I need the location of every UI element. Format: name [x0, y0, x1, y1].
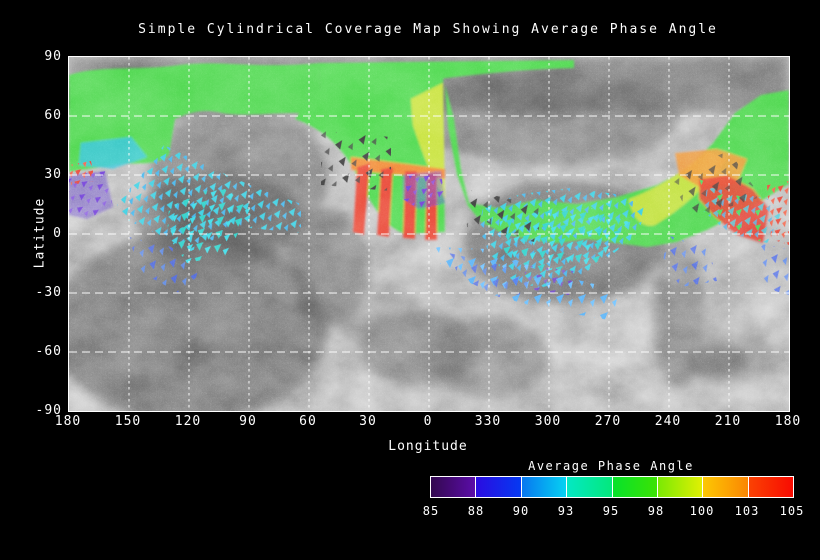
- y-tick-label: -60: [35, 344, 62, 359]
- x-tick-label: 180: [54, 414, 82, 429]
- colorbar-segment: [431, 477, 476, 497]
- x-tick-label: 300: [534, 414, 562, 429]
- colorbar-title: Average Phase Angle: [528, 459, 694, 473]
- colorbar-segment: [748, 477, 793, 497]
- x-tick-label: 210: [714, 414, 742, 429]
- y-tick-label: 30: [44, 167, 62, 182]
- x-tick-label: 180: [774, 414, 802, 429]
- x-tick-label: 60: [299, 414, 317, 429]
- x-tick-label: 270: [594, 414, 622, 429]
- colorbar-tick-label: 95: [602, 504, 620, 518]
- colorbar-tick-label: 93: [557, 504, 575, 518]
- colorbar-segment: [657, 477, 703, 497]
- map-canvas: [69, 57, 789, 411]
- colorbar-segment: [703, 477, 748, 497]
- x-tick-label: 120: [174, 414, 202, 429]
- colorbar-tick-label: 88: [467, 504, 485, 518]
- colorbar-tick-label: 105: [779, 504, 805, 518]
- x-axis-label: Longitude: [388, 439, 468, 454]
- colorbar-segment: [612, 477, 657, 497]
- colorbar-segment: [521, 477, 567, 497]
- colorbar-tick-label: 103: [734, 504, 760, 518]
- map-plot: [68, 56, 790, 412]
- page-title: Simple Cylindrical Coverage Map Showing …: [138, 22, 718, 37]
- x-tick-label: 150: [114, 414, 142, 429]
- colorbar: [430, 476, 794, 498]
- x-tick-label: 0: [423, 414, 433, 429]
- x-tick-label: 30: [359, 414, 377, 429]
- y-tick-label: -90: [35, 403, 62, 418]
- colorbar-segment: [476, 477, 521, 497]
- colorbar-tick-label: 85: [422, 504, 440, 518]
- x-tick-label: 240: [654, 414, 682, 429]
- y-tick-label: 90: [44, 49, 62, 64]
- colorbar-tick-label: 90: [512, 504, 530, 518]
- y-tick-label: -30: [35, 285, 62, 300]
- x-tick-label: 330: [474, 414, 502, 429]
- y-tick-label: 0: [53, 226, 62, 241]
- colorbar-tick-label: 98: [647, 504, 665, 518]
- colorbar-tick-label: 100: [689, 504, 715, 518]
- y-tick-label: 60: [44, 108, 62, 123]
- x-tick-label: 90: [239, 414, 257, 429]
- colorbar-segment: [567, 477, 612, 497]
